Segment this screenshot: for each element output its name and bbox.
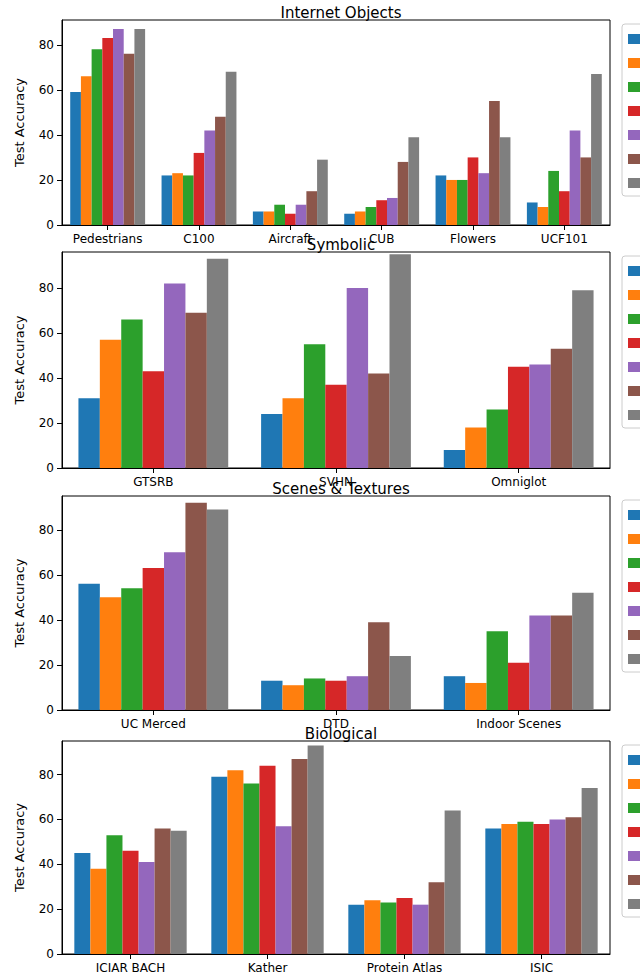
svg-text:0: 0 xyxy=(46,218,54,232)
svg-text:60: 60 xyxy=(39,568,54,582)
svg-text:0: 0 xyxy=(46,703,54,717)
svg-text:GTSRB: GTSRB xyxy=(133,475,173,489)
svg-text:Test Accuracy: Test Accuracy xyxy=(12,558,27,648)
svg-text:20: 20 xyxy=(39,658,54,672)
svg-text:Test Accuracy: Test Accuracy xyxy=(12,803,27,893)
svg-text:0: 0 xyxy=(46,461,54,475)
svg-text:Biological: Biological xyxy=(305,725,377,743)
svg-text:60: 60 xyxy=(39,83,54,97)
svg-text:UC Merced: UC Merced xyxy=(121,717,186,731)
svg-text:Test Accuracy: Test Accuracy xyxy=(12,78,27,168)
svg-text:0: 0 xyxy=(46,947,54,961)
svg-text:Internet Objects: Internet Objects xyxy=(281,4,402,22)
svg-text:20: 20 xyxy=(39,416,54,430)
svg-text:40: 40 xyxy=(39,371,54,385)
svg-text:40: 40 xyxy=(39,857,54,871)
svg-text:Pedestrians: Pedestrians xyxy=(73,232,143,246)
svg-text:ICIAR BACH: ICIAR BACH xyxy=(96,961,165,974)
svg-text:Test Accuracy: Test Accuracy xyxy=(12,315,27,405)
svg-text:80: 80 xyxy=(39,281,54,295)
svg-text:Symbolic: Symbolic xyxy=(307,236,375,254)
svg-text:ISIC: ISIC xyxy=(530,961,553,974)
svg-text:Flowers: Flowers xyxy=(450,232,496,246)
svg-text:CUB: CUB xyxy=(369,232,395,246)
svg-text:UCF101: UCF101 xyxy=(541,232,588,246)
svg-text:80: 80 xyxy=(39,38,54,52)
svg-text:Protein Atlas: Protein Atlas xyxy=(367,961,443,974)
svg-text:C100: C100 xyxy=(183,232,214,246)
svg-text:Indoor Scenes: Indoor Scenes xyxy=(476,717,561,731)
svg-text:60: 60 xyxy=(39,812,54,826)
svg-text:40: 40 xyxy=(39,128,54,142)
svg-text:Kather: Kather xyxy=(248,961,288,974)
svg-text:20: 20 xyxy=(39,173,54,187)
svg-text:Omniglot: Omniglot xyxy=(491,475,546,489)
svg-text:40: 40 xyxy=(39,613,54,627)
svg-text:20: 20 xyxy=(39,902,54,916)
svg-text:Aircraft: Aircraft xyxy=(268,232,313,246)
svg-text:Scenes & Textures: Scenes & Textures xyxy=(272,480,410,498)
svg-text:60: 60 xyxy=(39,326,54,340)
svg-text:80: 80 xyxy=(39,768,54,782)
svg-text:80: 80 xyxy=(39,523,54,537)
